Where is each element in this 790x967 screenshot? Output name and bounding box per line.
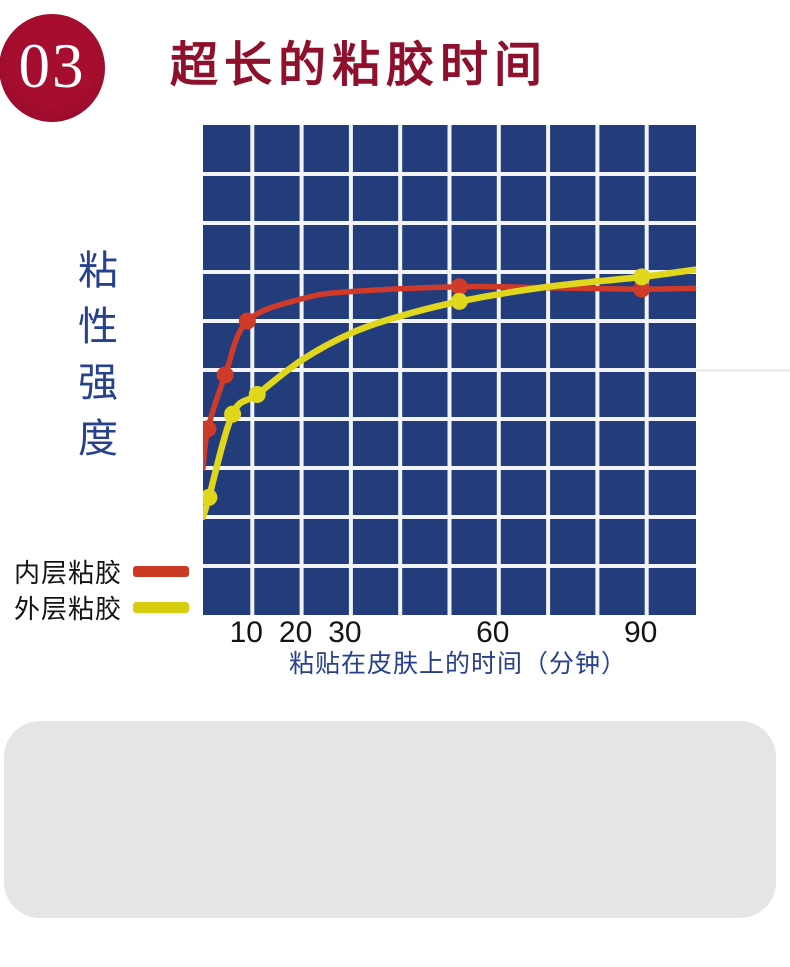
legend-label: 外层粘胶	[14, 594, 123, 624]
section-number-badge: 03	[0, 14, 105, 122]
x-tick-30: 30	[328, 616, 362, 649]
x-tick-20: 20	[278, 616, 313, 649]
red-line-swatch	[133, 566, 190, 577]
yellow-line-swatch	[133, 602, 190, 613]
gridline-extension	[696, 369, 790, 372]
section-number: 03	[18, 30, 86, 101]
y-axis-label: 粘性强度	[72, 249, 116, 473]
adhesion-chart	[203, 125, 696, 615]
x-tick-60: 60	[476, 616, 510, 649]
feature-list-box: 内层快速固定，外层提供长时间和稳定粘贴 科学的粘胶配方，撕下电极时不会留下粘胶残…	[4, 721, 776, 918]
x-axis-label: 粘贴在皮肤上的时间（分钟）	[288, 650, 628, 678]
x-tick-90: 90	[624, 616, 658, 649]
legend-label: 内层粘胶	[14, 558, 123, 588]
strength-chart-svg	[203, 125, 696, 615]
page-title: 超长的粘胶时间	[170, 39, 549, 92]
legend-item-outer-adhesive: 外层粘胶	[14, 589, 190, 626]
x-tick-10: 10	[229, 616, 263, 649]
legend-item-inner-adhesive: 内层粘胶	[14, 553, 190, 590]
